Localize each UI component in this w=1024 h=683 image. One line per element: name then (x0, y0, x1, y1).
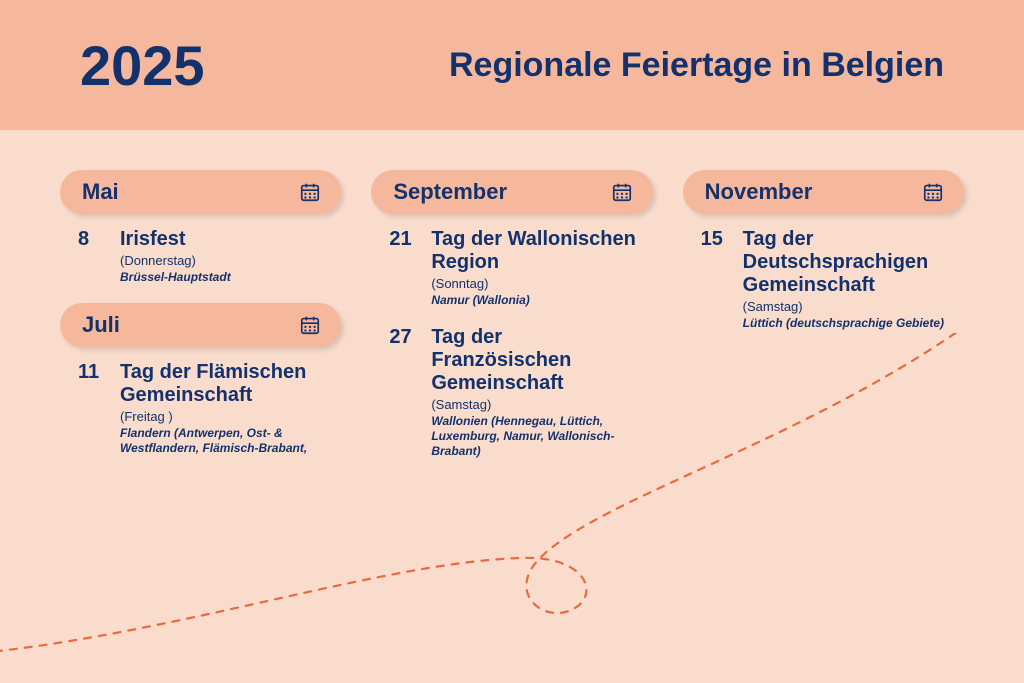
entry-region: Lüttich (deutschsprachige Gebiete) (743, 316, 956, 331)
calendar-icon (299, 181, 321, 203)
holiday-entry: 11 Tag der Flämischen Gemeinschaft (Frei… (60, 361, 341, 474)
entry-day: 15 (701, 228, 729, 331)
entry-weekday: (Sonntag) (431, 276, 644, 291)
entry-body: Tag der Flämischen Gemeinschaft (Freitag… (120, 361, 333, 456)
entry-name: Tag der Wallonischen Region (431, 228, 644, 274)
entry-body: Irisfest (Donnerstag) Brüssel-Hauptstadt (120, 228, 333, 285)
entry-body: Tag der Französischen Gemeinschaft (Sams… (431, 326, 644, 459)
entry-region: Brüssel-Hauptstadt (120, 270, 333, 285)
month-label: Juli (82, 312, 120, 338)
column: November 15 Tag der Deutschsprachigen Ge… (683, 170, 964, 477)
entry-weekday: (Donnerstag) (120, 253, 333, 268)
calendar-icon (611, 181, 633, 203)
entry-name: Tag der Flämischen Gemeinschaft (120, 361, 333, 407)
holiday-entry: 8 Irisfest (Donnerstag) Brüssel-Hauptsta… (60, 228, 341, 303)
entry-region: Wallonien (Hennegau, Lüttich, Luxemburg,… (431, 414, 644, 459)
entry-body: Tag der Deutschsprachigen Gemeinschaft (… (743, 228, 956, 331)
entry-day: 11 (78, 361, 106, 456)
calendar-icon (922, 181, 944, 203)
entry-name: Irisfest (120, 228, 333, 251)
calendar-icon (299, 314, 321, 336)
entry-weekday: (Samstag) (431, 397, 644, 412)
year-label: 2025 (80, 33, 205, 98)
entry-weekday: (Samstag) (743, 299, 956, 314)
month-label: Mai (82, 179, 119, 205)
month-pill: Mai (60, 170, 341, 214)
page-title: Regionale Feiertage in Belgien (449, 46, 944, 85)
column: September 21 Tag der Wallonischen Region… (371, 170, 652, 477)
month-pill: November (683, 170, 964, 214)
month-label: September (393, 179, 507, 205)
holiday-entry: 15 Tag der Deutschsprachigen Gemeinschaf… (683, 228, 964, 349)
entry-region: Flandern (Antwerpen, Ost- & Westflandern… (120, 426, 333, 456)
entry-day: 8 (78, 228, 106, 285)
holiday-entry: 21 Tag der Wallonischen Region (Sonntag)… (371, 228, 652, 326)
entry-region: Namur (Wallonia) (431, 293, 644, 308)
entry-name: Tag der Französischen Gemeinschaft (431, 326, 644, 395)
body: Mai 8 Irisfest (Donnerstag) Brüssel-Haup… (0, 130, 1024, 683)
entry-name: Tag der Deutschsprachigen Gemeinschaft (743, 228, 956, 297)
entry-weekday: (Freitag ) (120, 409, 333, 424)
month-label: November (705, 179, 813, 205)
month-pill: Juli (60, 303, 341, 347)
column: Mai 8 Irisfest (Donnerstag) Brüssel-Haup… (60, 170, 341, 477)
header: 2025 Regionale Feiertage in Belgien (0, 0, 1024, 130)
holiday-entry: 27 Tag der Französischen Gemeinschaft (S… (371, 326, 652, 477)
month-pill: September (371, 170, 652, 214)
columns: Mai 8 Irisfest (Donnerstag) Brüssel-Haup… (60, 170, 964, 477)
entry-day: 27 (389, 326, 417, 459)
entry-day: 21 (389, 228, 417, 308)
entry-body: Tag der Wallonischen Region (Sonntag) Na… (431, 228, 644, 308)
